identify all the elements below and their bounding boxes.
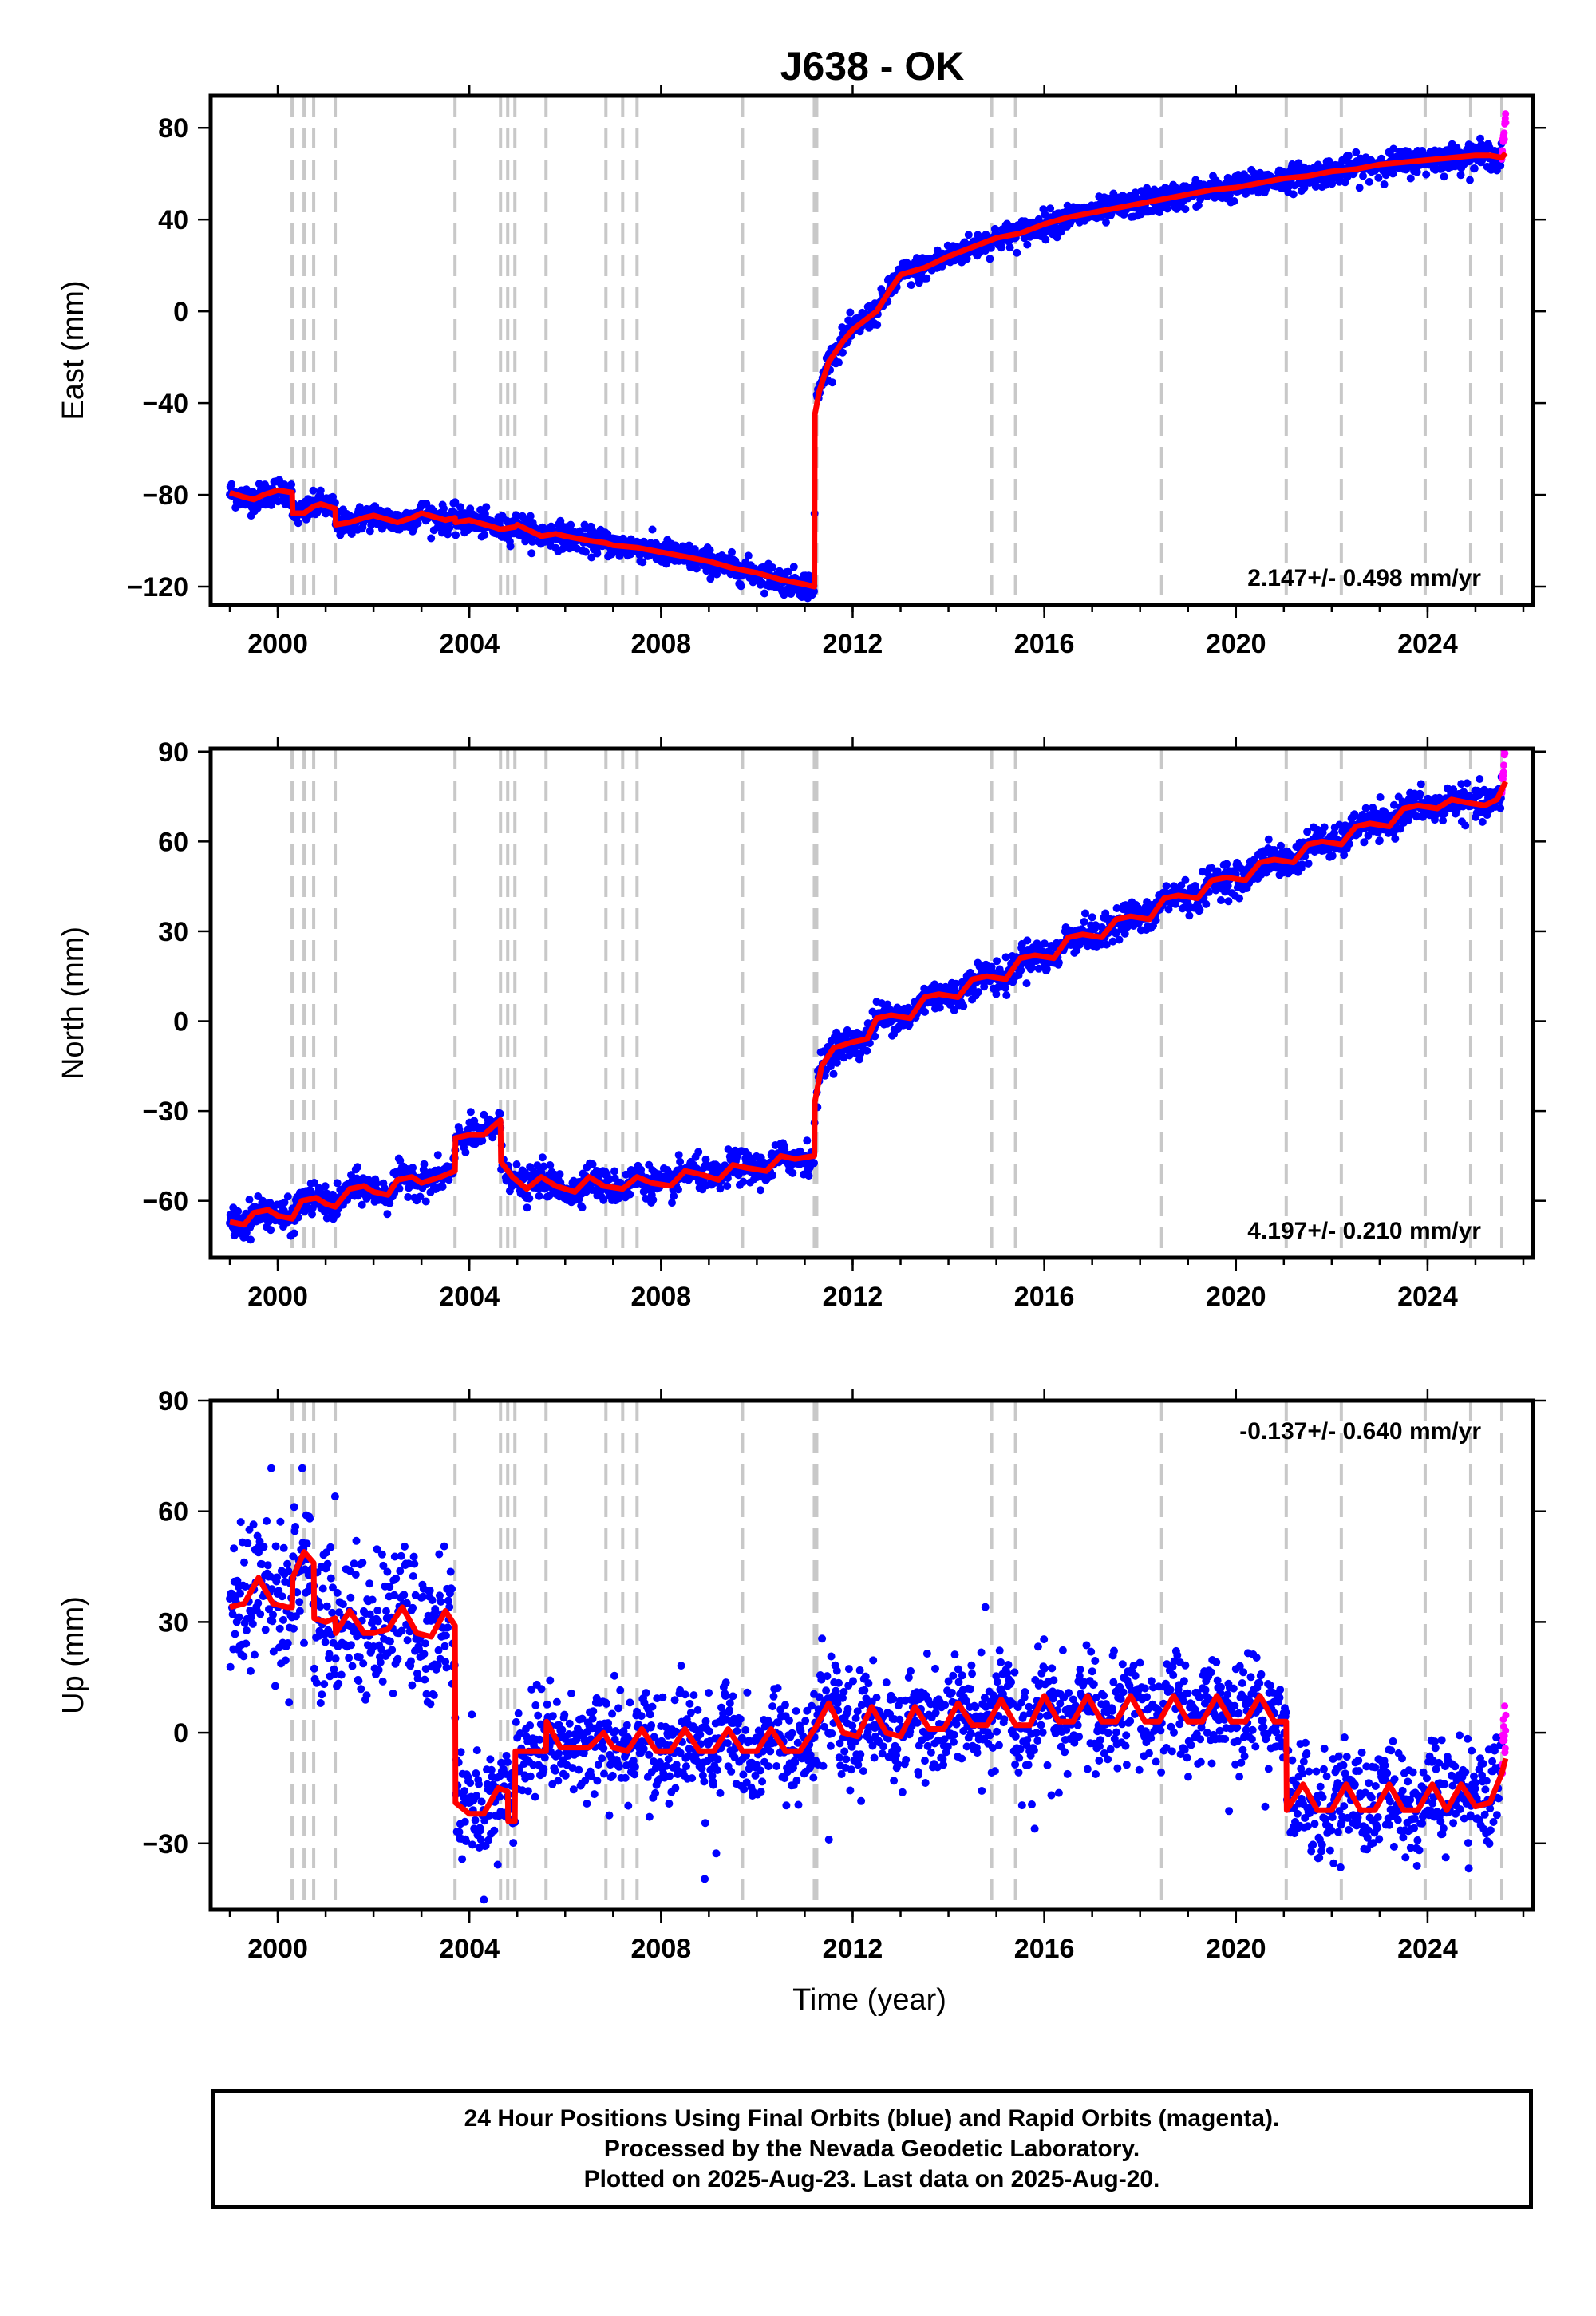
- x-tick-label: 2004: [439, 629, 500, 659]
- y-tick-label: 0: [173, 1007, 188, 1037]
- y-axis-label: Up (mm): [57, 1596, 90, 1714]
- x-tick-label: 2020: [1206, 1934, 1266, 1964]
- y-tick-label: 80: [158, 113, 188, 144]
- final-orbit-points-up: [226, 1464, 1506, 1904]
- x-tick-label: 2016: [1014, 1282, 1075, 1312]
- y-axis-label: North (mm): [57, 927, 90, 1080]
- y-tick-label: 30: [158, 917, 188, 947]
- x-tick-label: 2024: [1397, 1934, 1458, 1964]
- panel-frame-north: [208, 746, 1535, 1260]
- y-tick-label: 90: [158, 737, 188, 768]
- velocity-rate-label: 4.197+/- 0.210 mm/yr: [1247, 1218, 1481, 1244]
- y-tick-label: 60: [158, 827, 188, 857]
- y-tick-label: 0: [173, 1718, 188, 1749]
- x-tick-label: 2024: [1397, 629, 1458, 659]
- final-orbit-markers: [226, 1464, 1506, 1904]
- x-tick-label: 2020: [1206, 1282, 1266, 1312]
- x-axis-label: Time (year): [792, 1983, 946, 2017]
- panel-up: 2000 2004 2008 2012 2016 2020 2024 −30 0 30 60 90 Up…: [57, 1386, 1546, 2017]
- rapid-orbit-markers: [1498, 110, 1510, 163]
- x-tick-label: 2008: [631, 1934, 692, 1964]
- x-tick-label: 2000: [247, 629, 308, 659]
- x-tick-label: 2016: [1014, 629, 1075, 659]
- y-tick-label: −60: [142, 1187, 188, 1217]
- rapid-orbit-points-east: [1498, 110, 1510, 163]
- final-orbit-points-north: [226, 773, 1506, 1244]
- x-tick-label: 2008: [631, 629, 692, 659]
- y-tick-label: 90: [158, 1386, 188, 1417]
- model-fit-line-north: [229, 780, 1508, 1228]
- panel-frame-up: [208, 1398, 1535, 1912]
- footer-line-1: 24 Hour Positions Using Final Orbits (bl…: [464, 2105, 1280, 2132]
- rapid-orbit-markers: [1498, 1702, 1510, 1777]
- x-tick-label: 2012: [823, 629, 883, 659]
- rapid-orbit-points-north: [1498, 749, 1509, 797]
- y-tick-label: 0: [173, 297, 188, 327]
- velocity-rate-label: -0.137+/- 0.640 mm/yr: [1239, 1418, 1481, 1445]
- y-tick-label: 40: [158, 205, 188, 235]
- y-tick-label: −30: [142, 1829, 188, 1860]
- plot-area-up: [226, 1401, 1510, 1910]
- model-fit-line-east: [228, 151, 1508, 590]
- y-tick-label: 30: [158, 1607, 188, 1638]
- panel-frame-east: [208, 93, 1535, 607]
- chart-title: J638 - OK: [780, 44, 965, 89]
- x-tick-label: 2012: [823, 1282, 883, 1312]
- final-orbit-points-east: [226, 134, 1506, 603]
- x-tick-label: 2008: [631, 1282, 692, 1312]
- panel-north: 2000 2004 2008 2012 2016 2020 2024 −60 −30 0 30 60 9…: [57, 737, 1546, 1312]
- panels: 2000 2004 2008 2012 2016 2020 2024 −120 −80 −40 0 4…: [57, 85, 1546, 2017]
- y-tick-label: −80: [142, 480, 188, 511]
- x-tick-label: 2020: [1206, 629, 1266, 659]
- plot-area-east: [226, 96, 1510, 605]
- panel-east: 2000 2004 2008 2012 2016 2020 2024 −120 −80 −40 0 4…: [57, 85, 1546, 659]
- x-tick-label: 2000: [247, 1934, 308, 1964]
- rapid-orbit-points-up: [1498, 1702, 1510, 1777]
- y-tick-label: −30: [142, 1097, 188, 1127]
- velocity-rate-label: 2.147+/- 0.498 mm/yr: [1247, 565, 1481, 591]
- footer-box: 24 Hour Positions Using Final Orbits (bl…: [211, 2089, 1533, 2209]
- x-tick-label: 2012: [823, 1934, 883, 1964]
- final-orbit-markers: [226, 134, 1506, 603]
- final-orbit-markers: [226, 773, 1506, 1244]
- footer-line-2: Processed by the Nevada Geodetic Laborat…: [603, 2136, 1140, 2162]
- y-tick-label: 60: [158, 1497, 188, 1528]
- x-tick-label: 2016: [1014, 1934, 1075, 1964]
- y-tick-label: −40: [142, 389, 188, 419]
- y-tick-label: −120: [127, 572, 188, 603]
- plot-area-north: [226, 749, 1509, 1258]
- x-tick-label: 2024: [1397, 1282, 1458, 1312]
- rapid-orbit-markers: [1498, 749, 1509, 797]
- x-tick-label: 2004: [439, 1934, 500, 1964]
- model-fit-line-up: [229, 1549, 1509, 1824]
- x-tick-label: 2000: [247, 1282, 308, 1312]
- y-axis-label: East (mm): [57, 280, 90, 420]
- footer-line-3: Plotted on 2025-Aug-23. Last data on 202…: [583, 2166, 1160, 2192]
- x-tick-label: 2004: [439, 1282, 500, 1312]
